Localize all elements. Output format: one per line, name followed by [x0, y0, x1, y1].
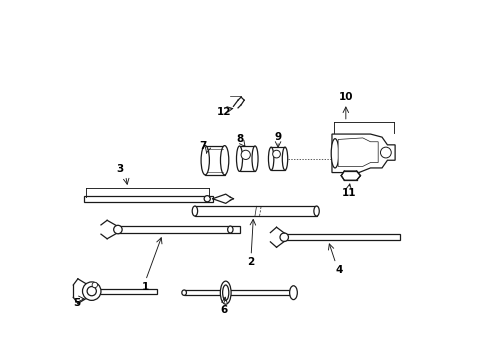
- Polygon shape: [341, 171, 361, 180]
- Polygon shape: [98, 289, 157, 294]
- Polygon shape: [332, 134, 395, 172]
- Text: 3: 3: [117, 165, 124, 175]
- Ellipse shape: [222, 285, 229, 300]
- Text: 6: 6: [220, 305, 228, 315]
- Circle shape: [280, 233, 289, 242]
- Polygon shape: [284, 234, 400, 240]
- Ellipse shape: [228, 226, 233, 233]
- Ellipse shape: [252, 146, 258, 171]
- Circle shape: [381, 147, 391, 158]
- Text: 9: 9: [274, 132, 282, 142]
- Text: 5: 5: [73, 298, 80, 309]
- Ellipse shape: [92, 282, 98, 288]
- Circle shape: [87, 287, 97, 296]
- Polygon shape: [195, 206, 317, 216]
- Ellipse shape: [290, 286, 297, 300]
- Ellipse shape: [282, 147, 288, 170]
- Ellipse shape: [331, 139, 339, 168]
- Ellipse shape: [182, 290, 186, 295]
- Ellipse shape: [272, 150, 280, 158]
- Text: 12: 12: [217, 108, 231, 117]
- Ellipse shape: [192, 206, 197, 216]
- Polygon shape: [271, 147, 285, 170]
- Polygon shape: [240, 146, 255, 171]
- Text: 4: 4: [336, 265, 343, 275]
- Text: 7: 7: [199, 141, 206, 151]
- Polygon shape: [84, 196, 213, 202]
- Circle shape: [82, 282, 101, 300]
- Ellipse shape: [237, 146, 243, 171]
- Ellipse shape: [314, 206, 319, 216]
- Ellipse shape: [220, 145, 229, 175]
- Text: 1: 1: [142, 282, 149, 292]
- Polygon shape: [184, 290, 294, 295]
- Text: 11: 11: [342, 188, 356, 198]
- Polygon shape: [338, 138, 378, 166]
- Ellipse shape: [269, 147, 274, 170]
- Ellipse shape: [241, 150, 250, 159]
- Text: 8: 8: [236, 134, 243, 144]
- Polygon shape: [118, 226, 240, 233]
- Circle shape: [204, 195, 210, 202]
- Text: 2: 2: [247, 257, 255, 267]
- Polygon shape: [205, 145, 224, 175]
- Circle shape: [114, 225, 122, 234]
- Ellipse shape: [220, 281, 231, 304]
- Text: 10: 10: [339, 92, 353, 102]
- Ellipse shape: [201, 145, 209, 175]
